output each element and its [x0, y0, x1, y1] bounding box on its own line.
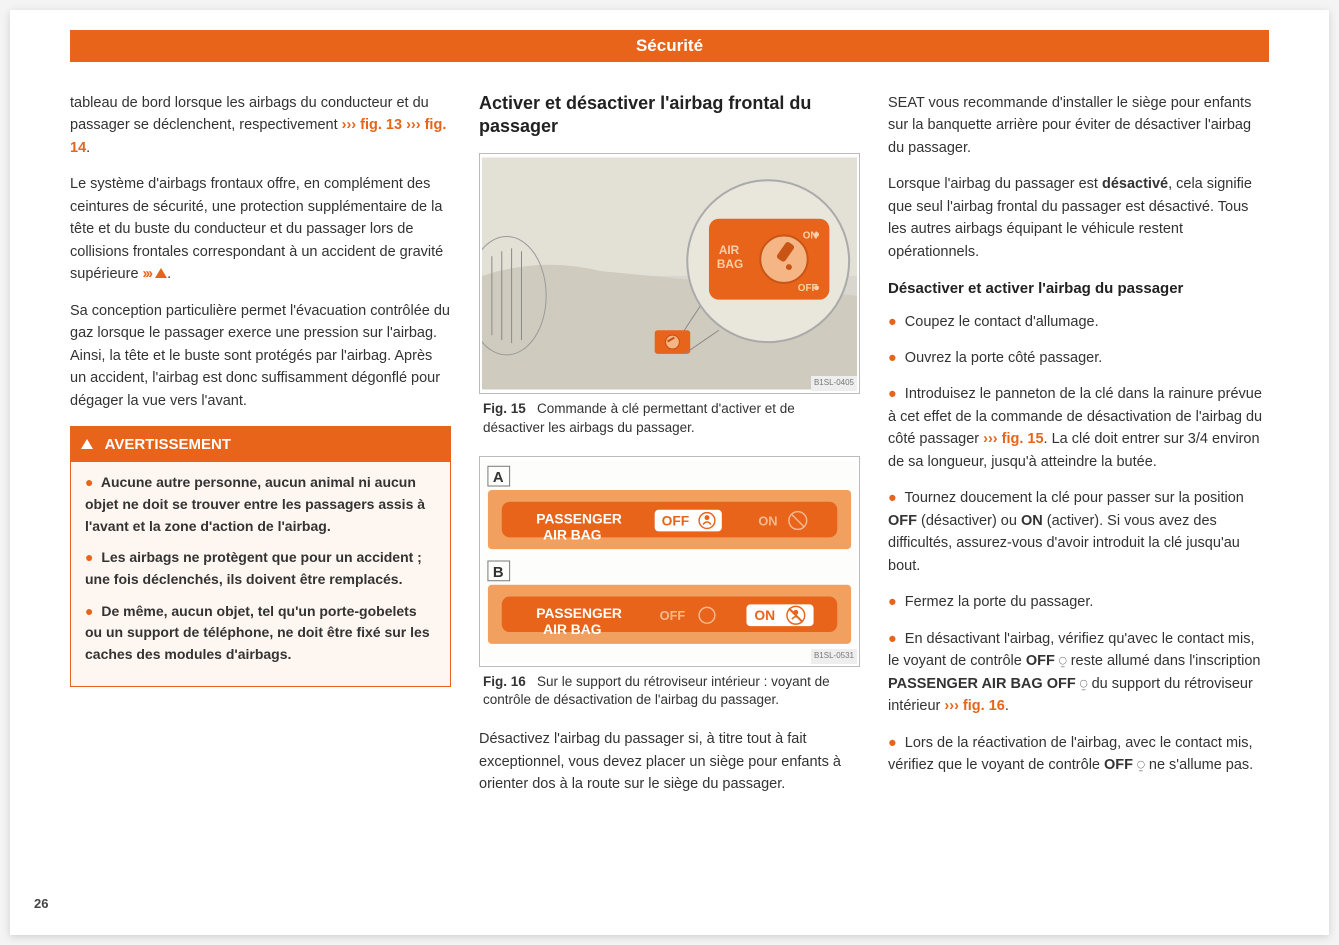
paragraph: SEAT vous recommande d'installer le sièg… [888, 92, 1269, 159]
text: . [167, 266, 171, 282]
bullet-icon: ● [85, 549, 93, 565]
svg-text:ON: ON [803, 230, 818, 241]
figure-16-caption: Fig. 16 Sur le support du rétroviseur in… [479, 673, 860, 711]
figure-reference: ››› fig. 16 [944, 698, 1004, 714]
svg-text:ON: ON [758, 513, 777, 528]
document-page: Sécurité tableau de bord lorsque les air… [10, 10, 1329, 935]
figure-label: Fig. 15 [483, 401, 526, 416]
warning-title: AVERTISSEMENT [105, 436, 231, 453]
paragraph: tableau de bord lorsque les airbags du c… [70, 92, 451, 159]
page-number: 26 [34, 896, 48, 911]
list-item: ● Lors de la réactivation de l'airbag, a… [888, 732, 1269, 777]
text: Aucune autre personne, aucun animal ni a… [85, 474, 425, 533]
bullet-icon: ● [888, 314, 897, 330]
figure-15-caption: Fig. 15 Commande à clé permettant d'acti… [479, 400, 860, 438]
warning-box: AVERTISSEMENT ● Aucune autre personne, a… [70, 426, 451, 687]
text: Lorsque l'airbag du passager est [888, 176, 1102, 192]
svg-text:A: A [493, 470, 504, 486]
text: De même, aucun objet, tel qu'un porte-go… [85, 603, 430, 662]
figure-15-illustration: AIR BAG ON OFF [482, 156, 857, 391]
text: ne s'allume pas. [1145, 757, 1253, 773]
bullet-icon: ● [888, 735, 897, 751]
text-bold: OFF [1104, 757, 1133, 773]
text-bold: OFF [1026, 653, 1055, 669]
list-item: ● Fermez la porte du passager. [888, 591, 1269, 613]
text-bold: PASSENGER AIR BAG OFF [888, 676, 1076, 692]
svg-text:BAG: BAG [717, 257, 743, 271]
figure-15: AIR BAG ON OFF B1SL-0405 [479, 153, 860, 394]
figure-code: B1SL-0405 [811, 376, 857, 390]
svg-text:OFF: OFF [660, 608, 686, 623]
section-title: Activer et désactiver l'airbag frontal d… [479, 92, 860, 139]
bullet-icon: ● [888, 631, 897, 647]
text: Ouvrez la porte côté passager. [905, 350, 1102, 366]
paragraph: Lorsque l'airbag du passager est désacti… [888, 173, 1269, 263]
paragraph: Le système d'airbags frontaux offre, en … [70, 173, 451, 285]
content-columns: tableau de bord lorsque les airbags du c… [10, 62, 1329, 830]
column-left: tableau de bord lorsque les airbags du c… [70, 92, 451, 810]
svg-text:B: B [493, 564, 504, 580]
list-item: ● Tournez doucement la clé pour passer s… [888, 487, 1269, 577]
chevron-icon: ››› [143, 266, 152, 282]
text: Commande à clé permettant d'activer et d… [483, 401, 795, 435]
text: (désactiver) ou [917, 513, 1021, 529]
svg-text:AIR: AIR [719, 243, 740, 257]
list-item: ● Introduisez le panneton de la clé dans… [888, 383, 1269, 473]
paragraph: Sa conception particulière permet l'évac… [70, 300, 451, 412]
warning-box-header: AVERTISSEMENT [71, 427, 450, 462]
bullet-icon: ● [85, 474, 93, 490]
subsection-title: Désactiver et activer l'airbag du passag… [888, 277, 1269, 300]
figure-reference: ››› fig. 13 [342, 117, 402, 133]
figure-16-illustration: A PASSENGER AIR BAG OFF ON [482, 459, 857, 664]
text: reste allumé dans l'inscription [1067, 653, 1261, 669]
text: Le système d'airbags frontaux offre, en … [70, 176, 443, 282]
bullet-icon: ● [888, 490, 897, 506]
figure-16: A PASSENGER AIR BAG OFF ON [479, 456, 860, 667]
warning-item: ● De même, aucun objet, tel qu'un porte-… [85, 601, 436, 666]
text: . [1005, 698, 1009, 714]
bullet-icon: ● [888, 386, 897, 402]
passenger-off-icon: ⍜ [1059, 651, 1067, 671]
figure-label: Fig. 16 [483, 674, 526, 689]
list-item: ● Ouvrez la porte côté passager. [888, 347, 1269, 369]
warning-item: ● Les airbags ne protègent que pour un a… [85, 547, 436, 590]
warning-triangle-icon [155, 268, 167, 278]
column-center: Activer et désactiver l'airbag frontal d… [479, 92, 860, 810]
passenger-off-icon: ⍜ [1080, 674, 1088, 694]
svg-text:OFF: OFF [798, 283, 818, 294]
figure-code: B1SL-0531 [811, 649, 857, 663]
column-right: SEAT vous recommande d'installer le sièg… [888, 92, 1269, 810]
bullet-icon: ● [888, 594, 897, 610]
text-bold: désactivé [1102, 176, 1168, 192]
text: . [86, 140, 90, 156]
warning-item: ● Aucune autre personne, aucun animal ni… [85, 472, 436, 537]
figure-reference: ››› fig. 15 [983, 431, 1043, 447]
warning-box-body: ● Aucune autre personne, aucun animal ni… [71, 462, 450, 686]
text: Sur le support du rétroviseur intérieur … [483, 674, 830, 708]
list-item: ● Coupez le contact d'allumage. [888, 311, 1269, 333]
text: Les airbags ne protègent que pour un acc… [85, 549, 422, 587]
bullet-icon: ● [888, 350, 897, 366]
bullet-icon: ● [85, 603, 93, 619]
svg-text:ON: ON [754, 607, 775, 623]
passenger-off-icon: ⍜ [1137, 755, 1145, 775]
paragraph: Désactivez l'airbag du passager si, à ti… [479, 728, 860, 795]
list-item: ● En désactivant l'airbag, vérifiez qu'a… [888, 628, 1269, 718]
warning-triangle-icon [81, 439, 93, 449]
text: Fermez la porte du passager. [905, 594, 1094, 610]
section-header: Sécurité [70, 30, 1269, 62]
svg-text:OFF: OFF [662, 512, 690, 528]
text-bold: OFF [888, 513, 917, 529]
text-bold: ON [1021, 513, 1043, 529]
text: Tournez doucement la clé pour passer sur… [905, 490, 1244, 506]
text: Coupez le contact d'allumage. [905, 314, 1099, 330]
